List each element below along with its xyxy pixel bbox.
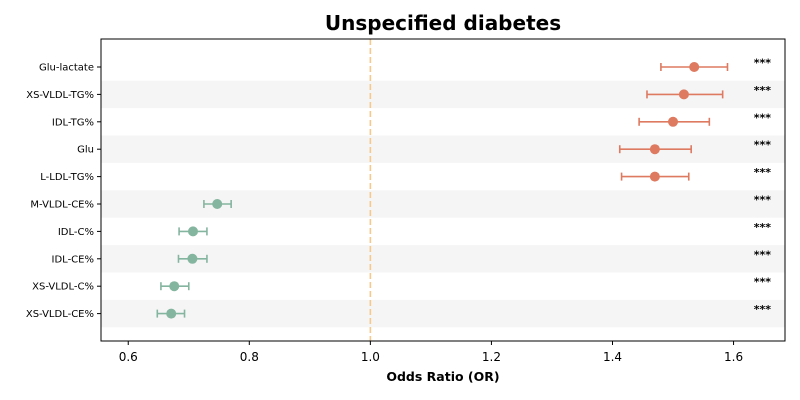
significance-label: *** — [754, 221, 772, 234]
significance-label: *** — [754, 276, 772, 289]
or-point — [212, 199, 223, 209]
or-point — [649, 171, 660, 182]
y-tick-label: Glu — [77, 145, 94, 156]
y-tick-label: L-LDL-TG% — [40, 172, 94, 183]
x-tick-label: 1.4 — [603, 350, 622, 364]
x-tick-label: 0.8 — [240, 350, 259, 364]
or-point — [188, 226, 199, 237]
significance-label: *** — [754, 84, 772, 97]
significance-label: *** — [754, 139, 772, 152]
or-point — [649, 144, 660, 155]
or-point — [689, 62, 700, 72]
significance-label: *** — [754, 303, 772, 316]
x-tick-label: 1.0 — [361, 350, 380, 364]
or-point — [169, 281, 180, 292]
or-point — [187, 253, 198, 264]
data-marks: *** *** *** *** *** *** *** *** *** *** — [156, 57, 772, 319]
y-axis: Glu-lactate XS-VLDL-TG% IDL-TG% Glu L-LDL-TG… — [26, 63, 101, 320]
significance-label: *** — [754, 111, 772, 124]
chart-title: Unspecified diabetes — [325, 11, 561, 35]
y-tick-label: IDL-C% — [58, 227, 94, 238]
x-tick-label: 1.6 — [724, 350, 743, 364]
significance-label: *** — [754, 57, 772, 70]
y-tick-label: Glu-lactate — [39, 63, 94, 74]
or-point — [668, 116, 679, 127]
x-tick-label: 0.6 — [119, 350, 138, 364]
significance-label: *** — [754, 166, 772, 179]
y-tick-label: IDL-TG% — [52, 117, 94, 128]
or-point — [166, 308, 177, 319]
y-tick-label: XS-VLDL-CE% — [26, 309, 94, 320]
or-point — [678, 89, 689, 100]
y-tick-label: IDL-CE% — [52, 254, 94, 265]
row-stripe — [101, 245, 785, 273]
x-tick-label: 1.2 — [482, 350, 501, 364]
y-tick-label: XS-VLDL-TG% — [26, 90, 94, 101]
row-stripe — [101, 299, 785, 328]
plot-frame — [100, 38, 786, 342]
x-axis-label: Odds Ratio (OR) — [386, 369, 499, 384]
y-tick-label: XS-VLDL-C% — [32, 282, 94, 293]
x-axis: 0.6 0.8 1.0 1.2 1.4 1.6 — [119, 341, 743, 364]
y-tick-label: M-VLDL-CE% — [30, 200, 94, 211]
significance-label: *** — [754, 248, 772, 261]
significance-label: *** — [754, 194, 772, 207]
